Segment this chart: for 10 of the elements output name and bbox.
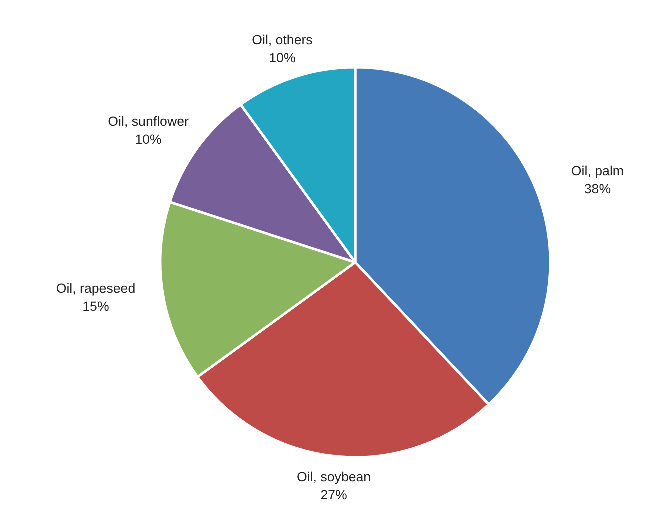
slice-label: Oil, others <box>252 32 314 48</box>
data-label: 15% <box>82 299 110 314</box>
slice-label: Oil, rapeseed <box>56 281 136 296</box>
data-label: 10% <box>135 132 162 148</box>
slice-label: Oil, soybean <box>297 469 372 484</box>
slice-label: Oil, sunflower <box>108 114 190 130</box>
data-label: 27% <box>320 487 348 502</box>
data-label: 10% <box>269 50 296 66</box>
data-label: 38% <box>584 181 612 196</box>
slice-label: Oil, palm <box>571 163 624 178</box>
